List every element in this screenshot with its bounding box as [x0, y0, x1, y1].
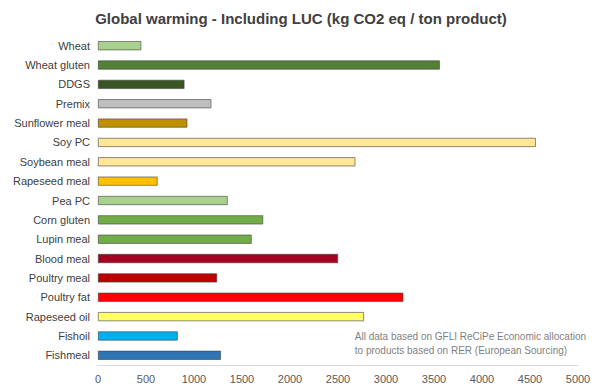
svg-text:Premix: Premix [56, 98, 91, 110]
svg-text:3500: 3500 [422, 373, 446, 385]
svg-text:0: 0 [95, 373, 101, 385]
svg-text:Corn gluten: Corn gluten [33, 214, 90, 226]
svg-text:5000: 5000 [566, 373, 590, 385]
svg-text:4000: 4000 [470, 373, 494, 385]
svg-text:4500: 4500 [518, 373, 542, 385]
svg-text:Soybean meal: Soybean meal [20, 156, 90, 168]
svg-text:2000: 2000 [278, 373, 302, 385]
svg-text:Wheat gluten: Wheat gluten [25, 59, 90, 71]
svg-text:Fishmeal: Fishmeal [45, 349, 90, 361]
svg-text:DDGS: DDGS [58, 78, 90, 90]
svg-text:3000: 3000 [374, 373, 398, 385]
svg-text:All data based on GFLI ReCiPe: All data based on GFLI ReCiPe Economic a… [355, 331, 586, 342]
svg-text:2500: 2500 [326, 373, 350, 385]
svg-text:1000: 1000 [182, 373, 206, 385]
svg-text:Soy PC: Soy PC [53, 136, 90, 148]
svg-text:Blood meal: Blood meal [35, 253, 90, 265]
svg-text:Poultry fat: Poultry fat [40, 291, 90, 303]
svg-text:Fishoil: Fishoil [58, 330, 90, 342]
svg-text:1500: 1500 [230, 373, 254, 385]
svg-text:Lupin meal: Lupin meal [36, 233, 90, 245]
svg-text:Pea PC: Pea PC [52, 195, 90, 207]
svg-text:Rapeseed oil: Rapeseed oil [26, 311, 90, 323]
svg-text:Wheat: Wheat [58, 40, 90, 52]
svg-text:to products based on RER (Euro: to products based on RER (European Sourc… [355, 345, 567, 356]
svg-text:500: 500 [137, 373, 155, 385]
svg-text:Global warming - Including LUC: Global warming - Including LUC (kg CO2 e… [95, 10, 507, 27]
svg-text:Rapeseed meal: Rapeseed meal [13, 175, 90, 187]
svg-text:Sunflower meal: Sunflower meal [14, 117, 90, 129]
svg-text:Poultry meal: Poultry meal [29, 272, 90, 284]
